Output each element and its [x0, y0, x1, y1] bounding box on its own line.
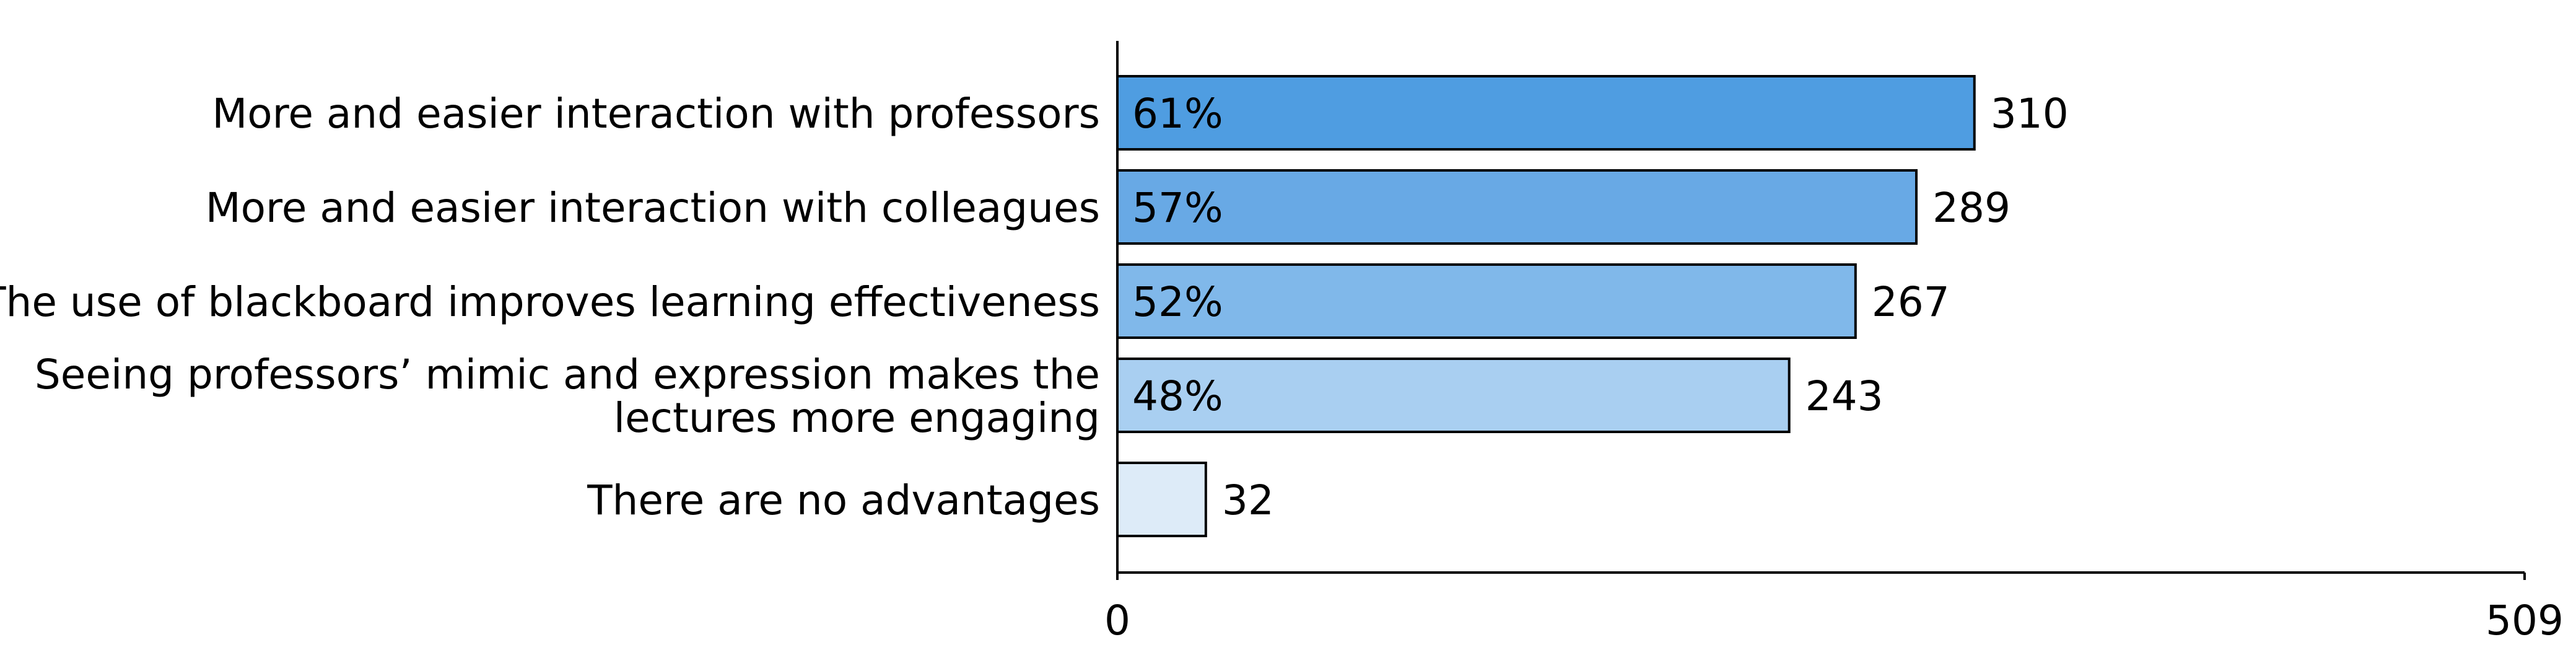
category-label: There are no advantages	[587, 476, 1100, 524]
bar	[1116, 75, 1976, 151]
bar	[1116, 358, 1791, 433]
category-label: The use of blackboard improves learning …	[0, 278, 1100, 326]
bar-percent-label: 48%	[1132, 372, 1223, 420]
category-label: lectures more engaging	[614, 394, 1100, 442]
bar-value-label: 243	[1805, 372, 1884, 420]
bar	[1116, 263, 1857, 339]
x-tick-label: 0	[1104, 597, 1130, 644]
bar-percent-label: 61%	[1132, 90, 1223, 138]
x-tick-label: 509	[2486, 597, 2564, 644]
bar-value-label: 310	[1991, 90, 2069, 138]
bar-percent-label: 57%	[1132, 184, 1223, 232]
bar-percent-label: 52%	[1132, 278, 1223, 326]
axes-layer: 0 509	[1104, 41, 2564, 644]
bar-value-label: 267	[1872, 278, 1950, 326]
bar	[1116, 462, 1207, 537]
category-label: More and easier interaction with profess…	[212, 90, 1100, 138]
bar-value-label: 32	[1222, 476, 1274, 524]
labels-layer: 61% 310 More and easier interaction with p…	[0, 90, 2069, 524]
bar	[1116, 169, 1918, 245]
bar-value-label: 289	[1932, 184, 2011, 232]
category-label: Seeing professors’ mimic and expression …	[35, 351, 1100, 398]
bars-layer	[1116, 75, 1976, 537]
category-label: More and easier interaction with colleag…	[206, 184, 1100, 232]
